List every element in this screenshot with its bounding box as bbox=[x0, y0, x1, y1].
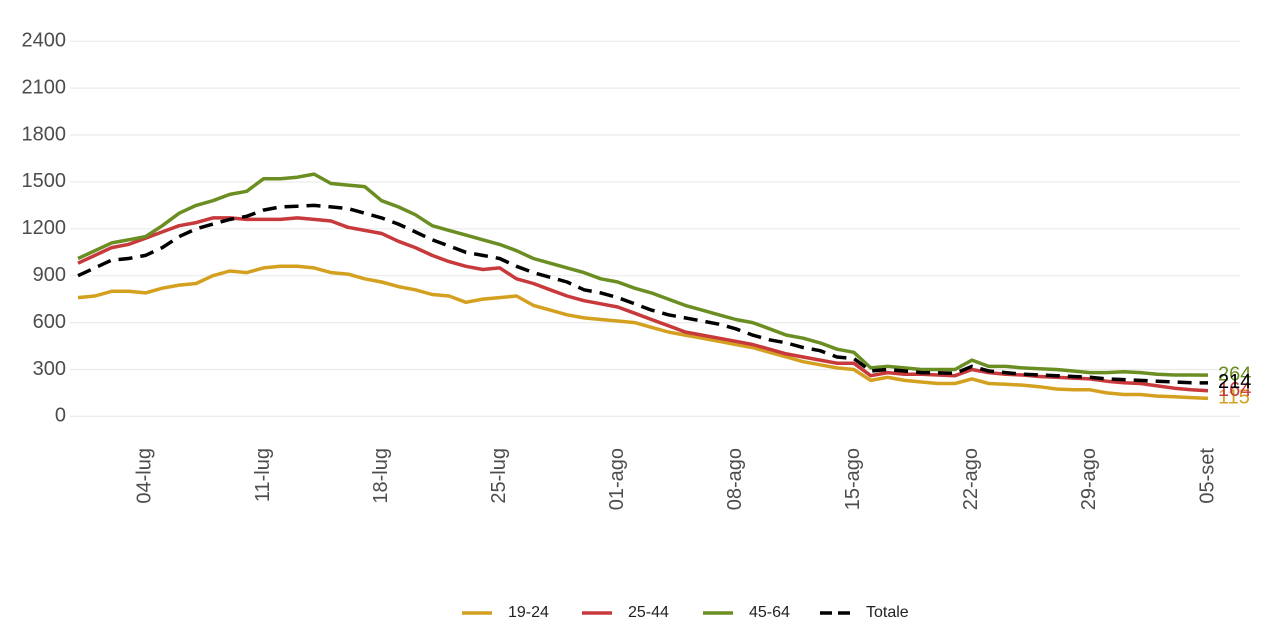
x-tick-label: 05-set bbox=[1196, 448, 1218, 504]
y-tick-label: 2400 bbox=[22, 30, 67, 52]
end-label: 214 bbox=[1218, 371, 1251, 393]
x-tick-label: 15-ago bbox=[842, 448, 864, 510]
y-tick-label: 900 bbox=[33, 264, 66, 286]
y-tick-label: 300 bbox=[33, 358, 66, 380]
legend-label: 45-64 bbox=[749, 604, 790, 621]
x-tick-label: 04-lug bbox=[134, 448, 156, 504]
legend-label: 25-44 bbox=[628, 604, 669, 621]
y-tick-label: 1200 bbox=[22, 217, 67, 239]
x-tick-label: 22-ago bbox=[960, 448, 982, 510]
series-line bbox=[77, 216, 1209, 393]
x-tick-label: 29-ago bbox=[1078, 448, 1100, 510]
x-tick-label: 18-lug bbox=[370, 448, 392, 504]
x-tick-label: 01-ago bbox=[606, 448, 628, 510]
legend-label: 19-24 bbox=[508, 604, 549, 621]
x-tick-label: 08-ago bbox=[724, 448, 746, 510]
x-tick-label: 11-lug bbox=[252, 448, 274, 502]
x-tick-label: 25-lug bbox=[488, 448, 510, 504]
series-line bbox=[77, 203, 1209, 385]
series-line bbox=[77, 172, 1209, 377]
end-label: 115 bbox=[1218, 387, 1250, 409]
y-tick-label: 1800 bbox=[22, 123, 67, 145]
y-tick-label: 1500 bbox=[22, 170, 67, 192]
y-tick-label: 600 bbox=[33, 311, 66, 333]
end-label: 264 bbox=[1218, 363, 1251, 385]
end-label: 164 bbox=[1218, 379, 1251, 401]
y-tick-label: 2100 bbox=[22, 76, 67, 98]
series-line bbox=[77, 264, 1209, 401]
y-tick-label: 0 bbox=[55, 405, 66, 427]
legend-label: Totale bbox=[866, 604, 909, 621]
